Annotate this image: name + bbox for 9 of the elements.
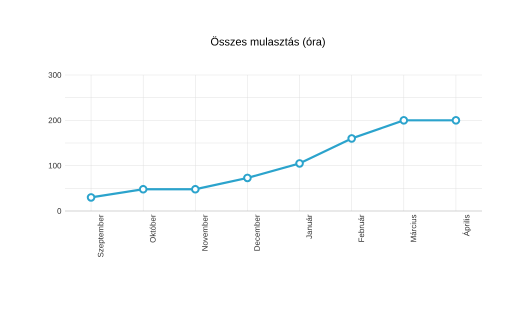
point (191, 184, 200, 194)
point (295, 159, 304, 168)
chart-title: Összes mulasztás (óra) (210, 36, 325, 48)
point (347, 134, 356, 143)
point (452, 116, 460, 125)
point (86, 193, 96, 202)
point (243, 174, 252, 182)
point (400, 116, 408, 125)
point (138, 184, 148, 194)
